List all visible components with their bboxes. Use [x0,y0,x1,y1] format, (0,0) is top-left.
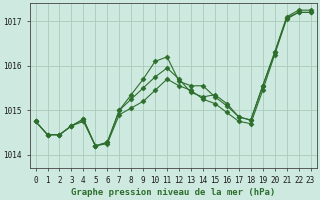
X-axis label: Graphe pression niveau de la mer (hPa): Graphe pression niveau de la mer (hPa) [71,188,275,197]
